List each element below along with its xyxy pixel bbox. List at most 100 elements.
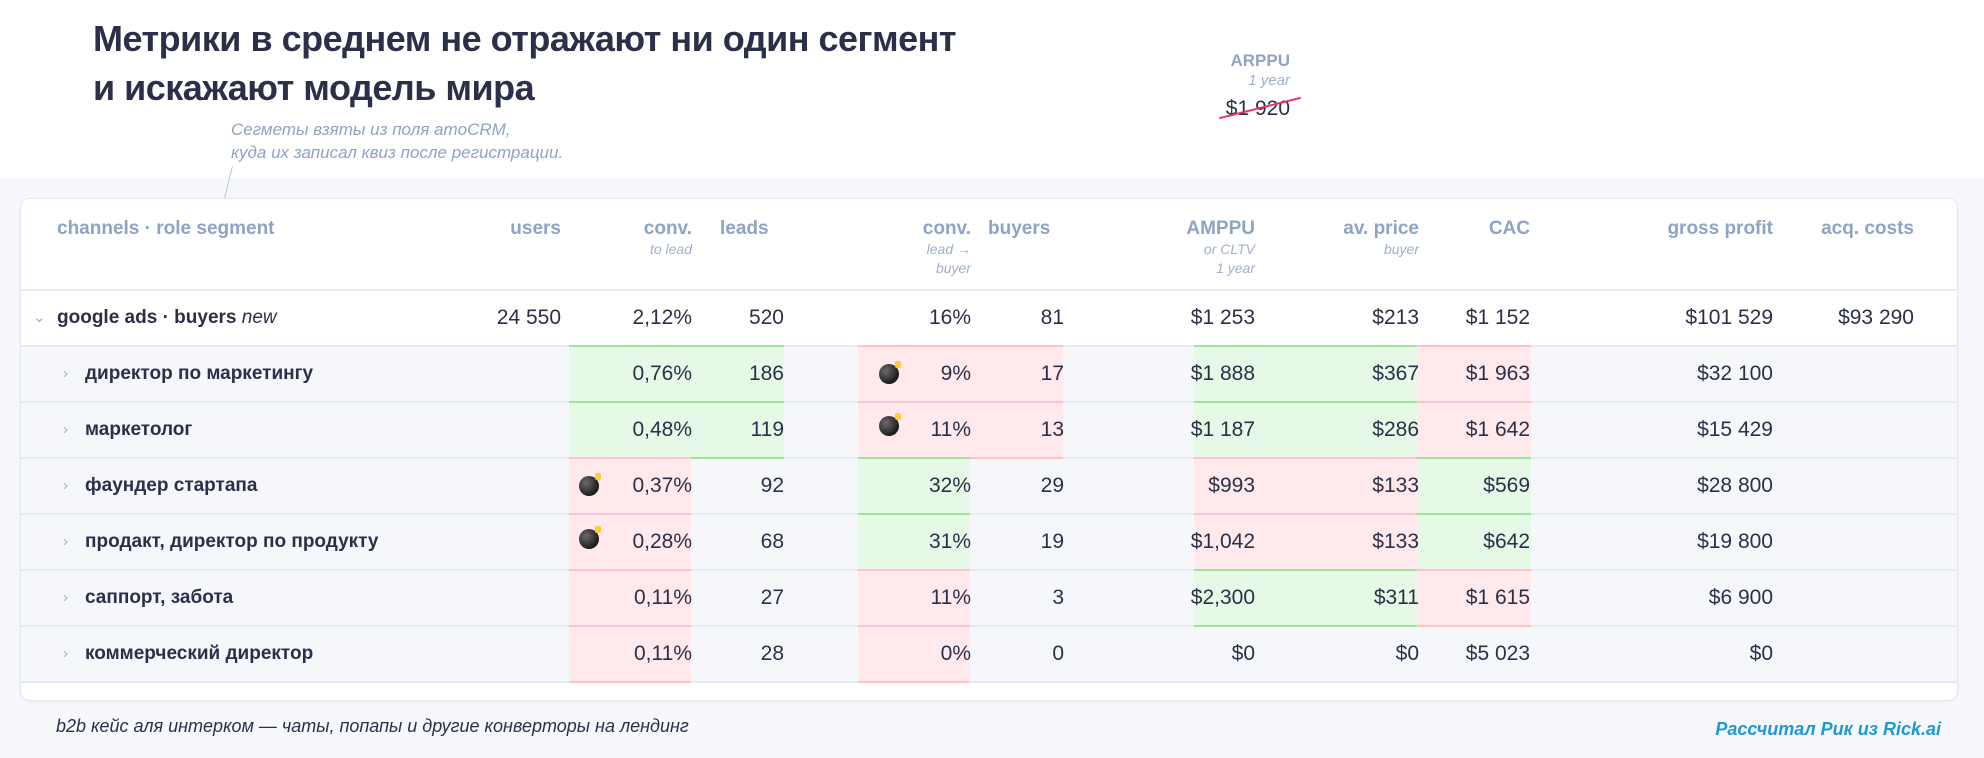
cell-conv-buyer: 11% [930, 418, 971, 441]
row-name: маркетолог [85, 419, 193, 440]
arppu-summary: ARPPU 1 year $1 920 [1210, 50, 1301, 122]
chevron-right-icon[interactable]: › [63, 645, 68, 662]
segments-table: channels · role segment users conv. to le… [20, 198, 1958, 701]
cell-conv-lead: 0,11% [634, 586, 692, 609]
page-title: Метрики в среднем не отражают ни один се… [93, 14, 957, 112]
cell-gross-profit: $15 429 [1697, 418, 1773, 441]
cell-amppu: $1 187 [1190, 418, 1255, 441]
highlight-bad [1417, 345, 1531, 403]
table-row[interactable]: › фаундер стартапа 0,37% 92 32% 29 $993 … [21, 457, 1957, 515]
cell-gross-profit: $19 800 [1697, 530, 1773, 553]
cell-conv-lead: 0,11% [634, 642, 692, 665]
bomb-icon [579, 526, 601, 549]
table-row-total[interactable]: ⌄ google ads · buyers new 24 550 2,12% 5… [21, 291, 1957, 347]
cell-amppu: $2,300 [1190, 586, 1255, 609]
highlight-bad [1417, 401, 1531, 459]
cell-conv-lead: 0,48% [632, 418, 692, 441]
cell-amppu: $993 [1208, 474, 1255, 497]
header-conv-lead[interactable]: conv. to lead [643, 218, 692, 257]
row-name: коммерческий директор [85, 643, 314, 664]
highlight-good [1194, 345, 1417, 403]
bomb-icon [879, 413, 901, 436]
cell-gross-profit: $32 100 [1697, 362, 1773, 385]
cell-leads: 119 [750, 418, 784, 441]
row-name: директор по маркетингу [85, 363, 314, 384]
table-row[interactable]: › маркетолог 0,48% 119 11% 13 $1 187 $28… [21, 401, 1957, 459]
table-row[interactable]: › директор по маркетингу 0,76% 186 9% 17… [21, 345, 1957, 403]
cell-amppu: $1 253 [1190, 306, 1255, 329]
cell-av-price: $367 [1372, 362, 1419, 385]
highlight-bad [858, 625, 970, 683]
highlight-good [569, 345, 784, 403]
arppu-value-struck: $1 920 [1218, 96, 1301, 122]
annotation-line-1: Сегметы взяты из поля amoCRM, [231, 120, 511, 139]
table-row[interactable]: › продакт, директор по продукту 0,28% 68… [21, 513, 1957, 571]
header-users[interactable]: users [510, 218, 561, 239]
cell-leads: 28 [760, 642, 784, 665]
cell-av-price: $133 [1372, 530, 1419, 553]
cell-gross-profit: $6 900 [1708, 586, 1773, 609]
cell-cac: $5 023 [1465, 642, 1530, 665]
cell-cac: $569 [1483, 474, 1530, 497]
arppu-label: ARPPU [1230, 51, 1290, 70]
cell-conv-buyer: 0% [940, 642, 971, 665]
cell-cac: $1 642 [1465, 418, 1530, 441]
highlight-bad [569, 625, 691, 683]
chevron-right-icon[interactable]: › [63, 477, 68, 494]
cell-buyers: 17 [1040, 362, 1064, 385]
cell-conv-buyer: 11% [930, 586, 971, 609]
cell-conv-lead: 0,37% [632, 474, 692, 497]
title-line-2: и искажают модель мира [93, 67, 535, 108]
cell-amppu: $0 [1231, 642, 1255, 665]
cell-amppu: $1 888 [1190, 362, 1255, 385]
cell-conv-buyer: 31% [928, 530, 971, 553]
header-av-price[interactable]: av. price buyer [1343, 218, 1419, 257]
cell-cac: $642 [1483, 530, 1530, 553]
header-amppu[interactable]: AMPPU or CLTV 1 year [1186, 218, 1255, 276]
cell-buyers: 13 [1040, 418, 1064, 441]
cell-av-price: $0 [1395, 642, 1419, 665]
header-conv-buyer[interactable]: conv. lead → buyer [922, 218, 971, 276]
arppu-sub: 1 year [1248, 72, 1290, 89]
cell-buyers: 3 [1052, 586, 1064, 609]
cell-buyers: 81 [1040, 306, 1064, 329]
cell-av-price: $213 [1372, 306, 1419, 329]
bomb-icon [579, 473, 601, 496]
cell-leads: 186 [748, 362, 784, 385]
cell-av-price: $311 [1373, 586, 1419, 609]
cell-av-price: $286 [1372, 418, 1419, 441]
highlight-good [1417, 457, 1531, 515]
table-row[interactable]: › коммерческий директор 0,11% 28 0% 0 $0… [21, 625, 1957, 683]
row-name: саппорт, забота [85, 587, 234, 608]
header-name[interactable]: channels · role segment [57, 218, 275, 239]
cell-leads: 92 [760, 474, 784, 497]
credit-link[interactable]: Рассчитал Рик из Rick.ai [1715, 719, 1941, 739]
cell-conv-lead: 2,12% [632, 306, 692, 329]
chevron-down-icon[interactable]: ⌄ [33, 309, 46, 326]
cell-amppu: $1,042 [1190, 530, 1255, 553]
case-footnote: b2b кейс аля интерком — чаты, попапы и д… [56, 716, 689, 736]
cell-gross-profit: $0 [1749, 642, 1773, 665]
chevron-right-icon[interactable]: › [63, 421, 68, 438]
cell-conv-lead: 0,28% [632, 530, 692, 553]
cell-conv-buyer: 9% [940, 362, 971, 385]
title-line-1: Метрики в среднем не отражают ни один се… [93, 18, 957, 59]
header-buyers[interactable]: buyers [988, 218, 1051, 239]
header-gross-profit[interactable]: gross profit [1667, 218, 1773, 239]
highlight-bad [1417, 569, 1531, 627]
header-acq-costs[interactable]: acq. costs [1821, 218, 1914, 239]
chevron-right-icon[interactable]: › [63, 533, 68, 550]
highlight-good [1194, 569, 1417, 627]
header-cac[interactable]: CAC [1488, 218, 1530, 239]
table-row[interactable]: › саппорт, забота 0,11% 27 11% 3 $2,300 … [21, 569, 1957, 627]
cell-cac: $1 963 [1465, 362, 1530, 385]
cell-gross-profit: $28 800 [1697, 474, 1773, 497]
chevron-right-icon[interactable]: › [63, 589, 68, 606]
chevron-right-icon[interactable]: › [63, 365, 68, 382]
cell-leads: 68 [760, 530, 784, 553]
cell-cac: $1 152 [1465, 306, 1530, 329]
header-leads[interactable]: leads [720, 218, 769, 239]
cell-conv-buyer: 16% [928, 306, 971, 329]
table-header: channels · role segment users conv. to le… [21, 199, 1957, 291]
cell-acq-costs: $93 290 [1838, 306, 1914, 329]
